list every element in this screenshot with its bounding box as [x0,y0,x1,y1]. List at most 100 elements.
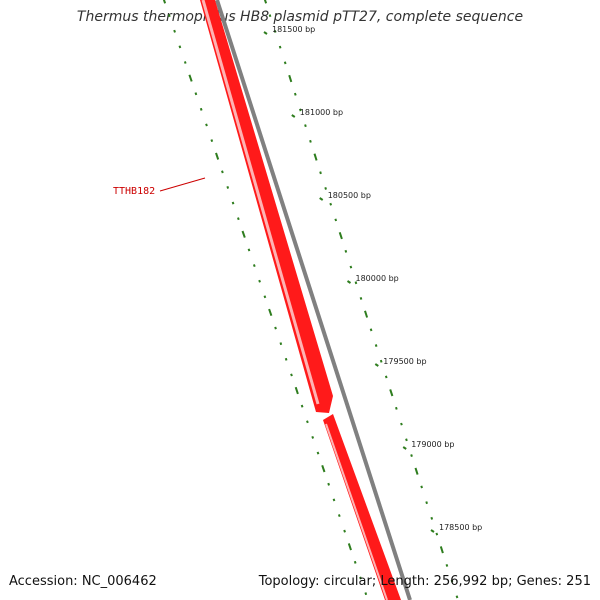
left-track-minor-tick [279,342,283,346]
right-track-major-tick [389,389,394,397]
right-track-minor-tick [304,124,307,128]
position-tick [319,197,324,201]
position-label: 181000 bp [300,108,343,117]
left-track-minor-tick [364,592,368,596]
right-track-minor-tick [273,29,277,33]
left-track-minor-tick [359,576,362,580]
left-track-major-tick [188,74,193,82]
right-track-major-tick [313,153,318,161]
right-track-minor-tick [445,563,449,567]
right-track-minor-tick [278,45,282,49]
right-track-minor-tick [359,296,363,300]
left-track-minor-tick [343,529,346,533]
left-track-minor-tick [274,326,277,330]
right-track-minor-tick [329,202,333,206]
position-label: 178500 bp [439,523,482,532]
left-track-minor-tick [284,357,288,361]
left-track-minor-tick [258,279,261,283]
position-tick [402,446,407,450]
right-track-minor-tick [349,265,353,269]
right-track-minor-tick [425,501,428,505]
position-tick [430,529,435,533]
position-label: 179000 bp [411,440,454,449]
right-track-minor-tick [384,375,388,379]
right-track-minor-tick [435,532,439,536]
right-track-major-tick [439,546,444,554]
left-track-major-tick [321,464,326,473]
map-title: Thermus thermophilus HB8 plasmid pTT27, … [76,9,524,25]
left-track-minor-tick [178,45,182,49]
left-track-minor-tick [221,170,224,174]
gene-segment-lower[interactable] [323,414,401,600]
backbone-line [215,0,412,600]
left-track-minor-tick [237,217,240,221]
position-tick [263,31,268,35]
right-track-minor-tick [354,281,358,285]
left-track-minor-tick [332,498,336,502]
right-track-minor-tick [450,579,454,583]
right-track-minor-tick [420,485,423,489]
left-track-minor-tick [167,14,171,18]
gene-arrow[interactable] [200,0,401,600]
left-track-minor-tick [173,29,176,33]
right-track-major-tick [414,467,419,475]
right-track-minor-tick [410,454,413,457]
right-track-major-tick [338,231,343,240]
left-track-minor-tick [205,123,208,127]
left-track-minor-tick [327,482,330,486]
position-label: 180000 bp [356,274,399,283]
right-track-minor-tick [309,139,312,143]
left-track-major-tick [294,386,299,395]
left-track-minor-tick [306,420,309,424]
position-label: 179500 bp [383,357,426,366]
left-track-minor-tick [263,295,267,299]
gene-label-leader [159,177,206,192]
right-track-minor-tick [400,422,403,426]
left-track-minor-tick [311,435,315,439]
left-track-major-tick [215,152,220,160]
right-track-minor-tick [334,218,338,222]
left-track-minor-tick [226,186,230,189]
right-track-minor-tick [405,438,408,442]
gene-label-tthb182[interactable]: TTHB182 [113,186,155,197]
left-track-minor-tick [290,373,293,377]
right-track-minor-tick [374,344,378,347]
left-track-minor-tick [210,139,214,143]
left-track-minor-tick [231,201,235,205]
right-track-minor-tick [268,14,272,18]
right-track-minor-tick [324,187,327,190]
left-track-major-tick [162,0,167,4]
right-track-minor-tick [395,406,398,410]
right-track-minor-tick [379,359,383,363]
left-track-minor-tick [353,560,357,564]
left-track-minor-tick [247,248,251,252]
right-dotted-track [263,0,459,599]
left-track-minor-tick [316,451,320,455]
position-label: 180500 bp [328,191,371,200]
right-track-major-tick [288,74,293,83]
left-track-minor-tick [183,61,187,64]
gene-highlight-upper [201,0,320,405]
position-tick [346,280,352,284]
left-dotted-track [162,0,368,596]
left-track-minor-tick [194,92,198,96]
position-tick [291,114,296,118]
right-track-minor-tick [455,595,459,599]
left-track-major-tick [241,230,246,238]
right-track-minor-tick [369,328,373,332]
right-track-minor-tick [283,61,287,65]
right-track-minor-tick [319,171,322,175]
left-track-minor-tick [337,514,341,518]
right-track-major-tick [263,0,268,4]
left-track-major-tick [268,308,273,317]
left-track-major-tick [347,543,352,551]
left-track-minor-tick [300,404,304,408]
tick-labels: 181500 bp 181000 bp 180500 bp 180000 bp 1795… [263,25,482,533]
left-track-minor-tick [199,107,203,111]
right-track-minor-tick [344,249,348,253]
position-label: 181500 bp [272,25,315,34]
sequence-summary: Topology: circular; Length: 256,992 bp; … [258,574,591,589]
right-track-major-tick [364,310,369,318]
position-tick [374,363,379,367]
